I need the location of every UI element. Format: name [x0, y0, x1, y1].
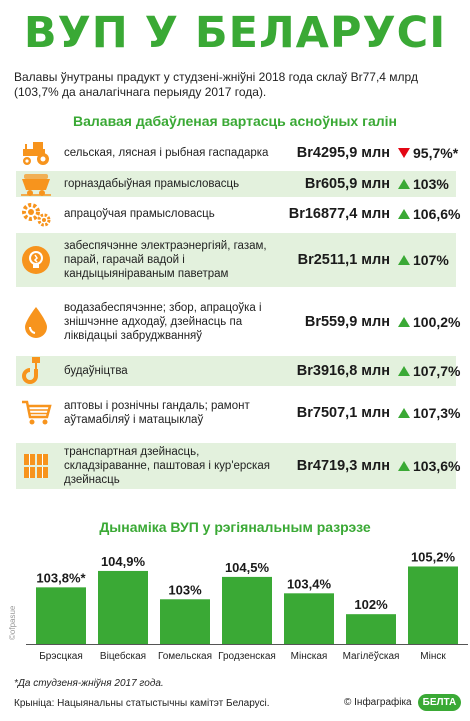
category-label: Мінск [420, 651, 446, 662]
sector-change-value: 103% [413, 176, 449, 192]
footnote: *Да студзеня-жніўня 2017 года. [14, 678, 164, 689]
sector-value: Br3916,8 млн [296, 363, 390, 379]
bar-3 [160, 599, 210, 644]
sector-value: Br4295,9 млн [296, 145, 390, 161]
sector-value: Br7507,1 млн [296, 405, 390, 421]
sector-row: сельская, лясная і рыбная гаспадарка Br42… [16, 138, 458, 168]
bar-1 [36, 587, 86, 644]
sector-label: аптовы і рознічны гандаль; рамонт аўтама… [64, 400, 250, 426]
mining-cart-icon [16, 171, 56, 197]
category-label: Мінская [291, 651, 328, 662]
sector-change: 107% [398, 252, 456, 268]
arrow-up-icon [398, 366, 410, 376]
brand-text: © Інфаграфіка [344, 697, 412, 708]
sector-change: 100,2% [398, 314, 460, 330]
sector-change-value: 107,7% [413, 363, 461, 379]
crane-hook-icon [16, 356, 56, 386]
source-note: Крыніца: Нацыянальны статыстычны камітэт… [14, 698, 270, 709]
arrow-down-icon [398, 148, 410, 158]
lightbulb-icon [16, 233, 56, 287]
brand-credit: © Інфаграфіка БЕЛТА [344, 694, 462, 711]
sector-row: водазабеспячэнне; збор, апрацоўка і зніш… [16, 292, 460, 352]
sector-row: транспартная дзейнасць, складзіраванне, … [16, 443, 460, 489]
sector-row: забеспячэнне электраэнергіяй, газам, пар… [16, 233, 456, 287]
shopping-cart-icon [16, 391, 56, 435]
belta-logo: БЕЛТА [417, 694, 462, 711]
sector-change: 107,3% [398, 405, 460, 421]
sector-row: апрацоўчая прамысловасць Br16877,4 млн 106… [16, 199, 460, 229]
sector-label: будаўніцтва [64, 365, 128, 377]
sector-value: Br559,9 млн [304, 314, 390, 330]
arrow-up-icon [398, 408, 410, 418]
sector-change-value: 100,2% [413, 314, 461, 330]
bar-value-label: 104,5% [225, 560, 270, 575]
side-credit: ©ofpasue [8, 605, 17, 640]
sector-value: Br2511,1 млн [297, 252, 390, 268]
intro-text: Валавы ўнутраны прадукт у студзені-жніўн… [14, 70, 418, 99]
sector-change-value: 95,7%* [413, 145, 459, 161]
sector-label: транспартная дзейнасць, складзіраванне, … [64, 446, 270, 486]
sectors-section-title: Валавая дабаўленая вартасць асноўных гал… [73, 113, 397, 129]
sector-change-value: 107% [413, 252, 449, 268]
arrow-up-icon [398, 317, 410, 327]
arrow-up-icon [398, 179, 410, 189]
sector-value: Br605,9 млн [304, 176, 390, 192]
gears-icon [16, 199, 56, 229]
sector-change: 103,6% [398, 458, 460, 474]
bar-value-label: 103,4% [287, 576, 332, 591]
sector-row: горназдабыўная прамысловасць Br605,9 млн 1… [16, 171, 456, 197]
category-label: Брэсцкая [39, 651, 83, 662]
sector-label: апрацоўчая прамысловасць [64, 208, 215, 220]
bar-value-label: 105,2% [411, 549, 456, 564]
boxes-icon [16, 443, 56, 489]
regions-section-title: Дынаміка ВУП у рэгіянальным разрэзе [99, 519, 371, 535]
sector-value: Br4719,3 млн [296, 458, 390, 474]
bar-7 [408, 566, 458, 644]
bar-value-label: 104,9% [101, 554, 146, 569]
sector-change-value: 106,6% [413, 206, 461, 222]
sector-change-value: 103,6% [413, 458, 461, 474]
category-label: Гомельская [158, 651, 212, 662]
water-drop-icon [16, 292, 56, 352]
arrow-up-icon [398, 255, 410, 265]
bar-5 [284, 593, 334, 644]
tractor-icon [16, 138, 56, 168]
sector-change: 107,7% [398, 363, 460, 379]
regional-gdp-chart: 103,8%* Брэсцкая 104,9% Віцебская 103% Гомель… [26, 549, 468, 662]
page-title: ВУП У БЕЛАРУСІ [23, 8, 447, 58]
sector-change: 95,7%* [398, 145, 458, 161]
sector-label: забеспячэнне электраэнергіяй, газам, пар… [64, 240, 267, 280]
sector-label: горназдабыўная прамысловасць [64, 178, 240, 190]
bar-6 [346, 614, 396, 644]
sector-change: 103% [398, 176, 456, 192]
sector-row: аптовы і рознічны гандаль; рамонт аўтама… [16, 391, 460, 435]
bar-value-label: 103% [168, 582, 202, 597]
sector-value: Br16877,4 млн [288, 206, 390, 222]
sector-change: 106,6% [398, 206, 460, 222]
category-label: Магілёўская [343, 650, 400, 662]
bar-value-label: 103,8%* [36, 570, 86, 585]
bar-4 [222, 576, 272, 644]
bar-2 [98, 570, 148, 644]
category-label: Гродзенская [218, 651, 276, 662]
sector-row: будаўніцтва Br3916,8 млн 107,7% [16, 356, 460, 386]
sector-label: сельская, лясная і рыбная гаспадарка [64, 147, 269, 159]
arrow-up-icon [398, 461, 410, 471]
arrow-up-icon [398, 209, 410, 219]
bar-value-label: 102% [354, 597, 388, 612]
category-label: Віцебская [100, 650, 146, 662]
sector-change-value: 107,3% [413, 405, 461, 421]
sector-label: водазабеспячэнне; збор, апрацоўка і зніш… [64, 302, 262, 342]
